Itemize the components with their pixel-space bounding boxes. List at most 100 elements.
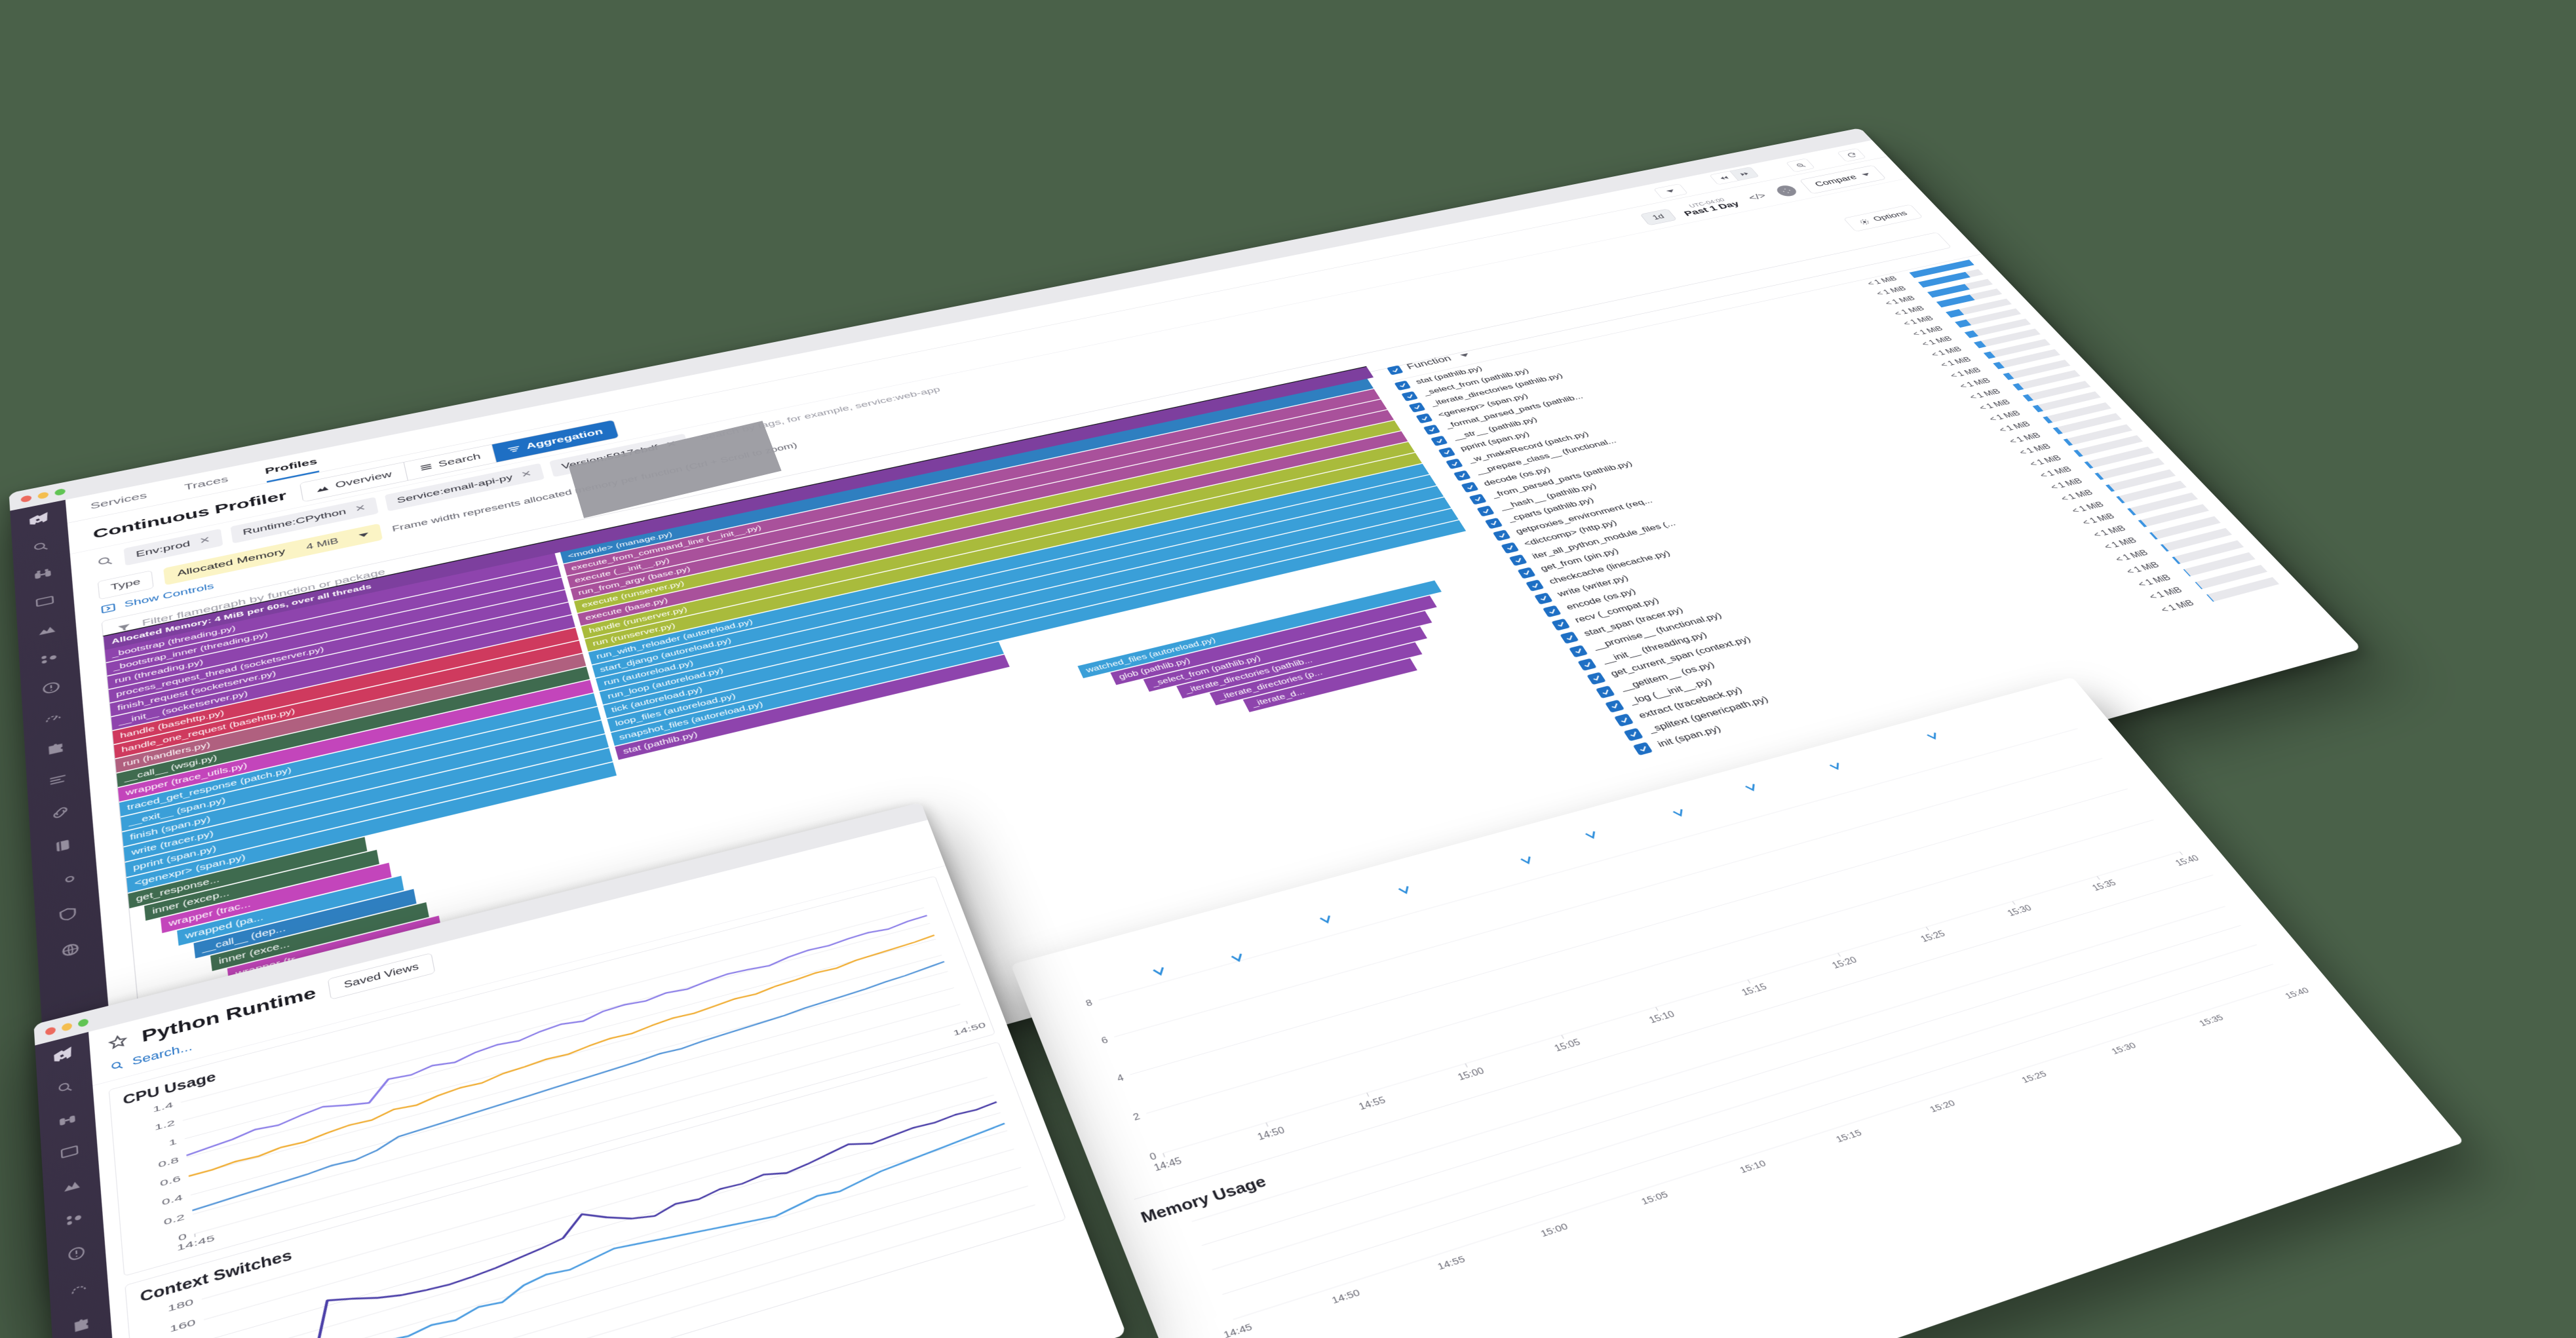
function-checkbox[interactable]	[1614, 714, 1634, 727]
svg-text:15:10: 15:10	[1647, 1009, 1676, 1025]
function-checkbox[interactable]	[1595, 685, 1615, 699]
metrics-area-chart-icon[interactable]	[33, 619, 60, 640]
notebooks-icon[interactable]	[48, 833, 77, 858]
zoom-out-button[interactable]	[1786, 158, 1815, 172]
function-checkbox[interactable]	[1431, 435, 1448, 446]
gear-icon[interactable]	[1773, 184, 1799, 198]
function-checkbox[interactable]	[1423, 424, 1441, 435]
svg-text:15:35: 15:35	[2197, 1013, 2225, 1028]
maximize-traffic-light[interactable]	[54, 487, 66, 496]
function-checkbox[interactable]	[1401, 391, 1419, 402]
type-value-amount: 4 MiB	[305, 536, 339, 552]
caret-down-icon[interactable]	[1459, 353, 1470, 358]
minimize-traffic-light[interactable]	[37, 491, 49, 500]
function-checkbox[interactable]	[1446, 458, 1463, 470]
function-checkbox[interactable]	[1551, 618, 1571, 631]
function-checkbox[interactable]	[1394, 380, 1412, 391]
svg-text:2: 2	[1132, 1111, 1142, 1122]
watchdog-binoculars-icon[interactable]	[30, 564, 56, 584]
profiler-search-icon[interactable]	[51, 868, 80, 892]
apm-services-icon[interactable]	[35, 648, 62, 669]
list-icon	[420, 464, 432, 471]
maximize-traffic-light[interactable]	[77, 1018, 89, 1028]
function-checkbox[interactable]	[1632, 742, 1653, 756]
search-icon	[109, 1058, 125, 1073]
function-checkbox[interactable]	[1534, 592, 1553, 605]
aggregation-icon	[508, 446, 520, 452]
refresh-button[interactable]	[1837, 148, 1866, 162]
function-checkbox[interactable]	[1560, 631, 1579, 644]
function-checkbox[interactable]	[1492, 529, 1511, 541]
function-checkbox[interactable]	[1543, 605, 1562, 618]
svg-text:14:55: 14:55	[1357, 1094, 1387, 1111]
function-checkbox[interactable]	[1568, 645, 1588, 658]
metrics-area-chart-icon[interactable]	[59, 1173, 85, 1197]
python-runtime-window: Python Runtime Saved Views Search... CPU…	[33, 802, 1127, 1338]
time-pill[interactable]: 1d	[1640, 208, 1677, 225]
star-icon[interactable]	[107, 1032, 128, 1054]
function-row[interactable]: checkcache (linecache.py) < 1 MiB	[1524, 429, 2161, 594]
function-checkbox[interactable]	[1623, 727, 1644, 742]
apm-services-icon[interactable]	[61, 1206, 87, 1231]
function-checkbox[interactable]	[1586, 672, 1606, 685]
function-checkbox[interactable]	[1604, 699, 1624, 713]
search-icon[interactable]	[28, 537, 54, 556]
synthetics-gauge-icon[interactable]	[40, 707, 67, 729]
function-checkbox[interactable]	[1476, 505, 1495, 517]
runtime-content: Python Runtime Saved Views Search... CPU…	[88, 820, 1127, 1338]
svg-text:15:00: 15:00	[1539, 1221, 1570, 1239]
function-checkbox[interactable]	[1453, 470, 1471, 482]
timeseries-chart-bottom[interactable]: 14:45 14:50 14:55 15:00 15:05 15:10 15:15 15:20…	[1146, 898, 2316, 1338]
logs-icon[interactable]	[44, 769, 72, 792]
timeseries-chart-top[interactable]: 0 2 4 6 8 14:45 14:50 14:55 15:00 15:05 15:10 15:15…	[1041, 693, 2206, 1189]
close-traffic-light[interactable]	[45, 1025, 56, 1036]
profiler-window: Services Traces Profiles Continuous Prof…	[9, 128, 2362, 1288]
network-icon[interactable]	[56, 937, 85, 963]
synthetics-gauge-icon[interactable]	[66, 1276, 92, 1302]
svg-text:4: 4	[1115, 1072, 1125, 1083]
function-checkbox[interactable]	[1438, 447, 1456, 458]
main-content: Services Traces Profiles Continuous Prof…	[65, 140, 2362, 1268]
watchdog-binoculars-icon[interactable]	[55, 1108, 80, 1132]
cpu-usage-chart[interactable]: 0 0.2 0.4 0.6 0.8 1 1.2 1.4 14:45 14:50	[124, 900, 987, 1269]
tab-overview-label: Overview	[334, 469, 393, 490]
function-checkbox[interactable]	[1469, 493, 1487, 505]
alerts-icon[interactable]	[38, 677, 65, 698]
svg-text:15:35: 15:35	[2090, 878, 2119, 892]
context-switches-chart[interactable]: 40608010012014016018014:45	[141, 1069, 1052, 1338]
close-icon[interactable]: ✕	[354, 503, 367, 514]
select-all-checkbox[interactable]	[1387, 365, 1404, 375]
search-icon[interactable]	[52, 1076, 77, 1099]
svg-text:15:05: 15:05	[1552, 1037, 1582, 1053]
close-traffic-light[interactable]	[20, 494, 32, 503]
dashboards-icon[interactable]	[32, 591, 58, 611]
integrations-puzzle-icon[interactable]	[42, 738, 69, 760]
function-checkbox[interactable]	[1517, 567, 1536, 579]
dashboards-icon[interactable]	[57, 1140, 83, 1164]
search-icon	[95, 554, 115, 569]
security-shield-icon[interactable]	[53, 902, 83, 927]
close-icon[interactable]: ✕	[520, 469, 533, 480]
options-label: Options	[1871, 210, 1910, 223]
function-checkbox[interactable]	[1415, 413, 1433, 424]
integrations-puzzle-icon[interactable]	[68, 1312, 95, 1338]
function-checkbox[interactable]	[1484, 517, 1503, 529]
function-checkbox[interactable]	[1501, 542, 1520, 554]
time-preset-dropdown[interactable]	[1653, 183, 1688, 199]
close-icon[interactable]: ✕	[199, 535, 212, 546]
timeseries-window: 0 2 4 6 8 14:45 14:50 14:55 15:00 15:05 15:10 15:15…	[1010, 677, 2465, 1338]
function-checkbox[interactable]	[1526, 579, 1545, 592]
timeseries-content: 0 2 4 6 8 14:45 14:50 14:55 15:00 15:05 15:10 15:15…	[1010, 677, 2464, 1338]
svg-text:15:15: 15:15	[1834, 1128, 1863, 1144]
alerts-icon[interactable]	[64, 1241, 90, 1267]
function-checkbox[interactable]	[1408, 402, 1426, 413]
link-icon[interactable]	[47, 801, 75, 824]
code-icon[interactable]: </>	[1746, 191, 1769, 202]
function-checkbox[interactable]	[1461, 482, 1479, 493]
function-checkbox[interactable]	[1509, 554, 1528, 566]
minimize-traffic-light[interactable]	[61, 1022, 73, 1032]
datadog-logo-icon	[22, 508, 56, 531]
svg-text:14:50: 14:50	[1256, 1124, 1286, 1142]
function-checkbox[interactable]	[1577, 658, 1597, 672]
context-switches-card: Context Switches 40608010012014016018014…	[125, 1041, 1067, 1338]
